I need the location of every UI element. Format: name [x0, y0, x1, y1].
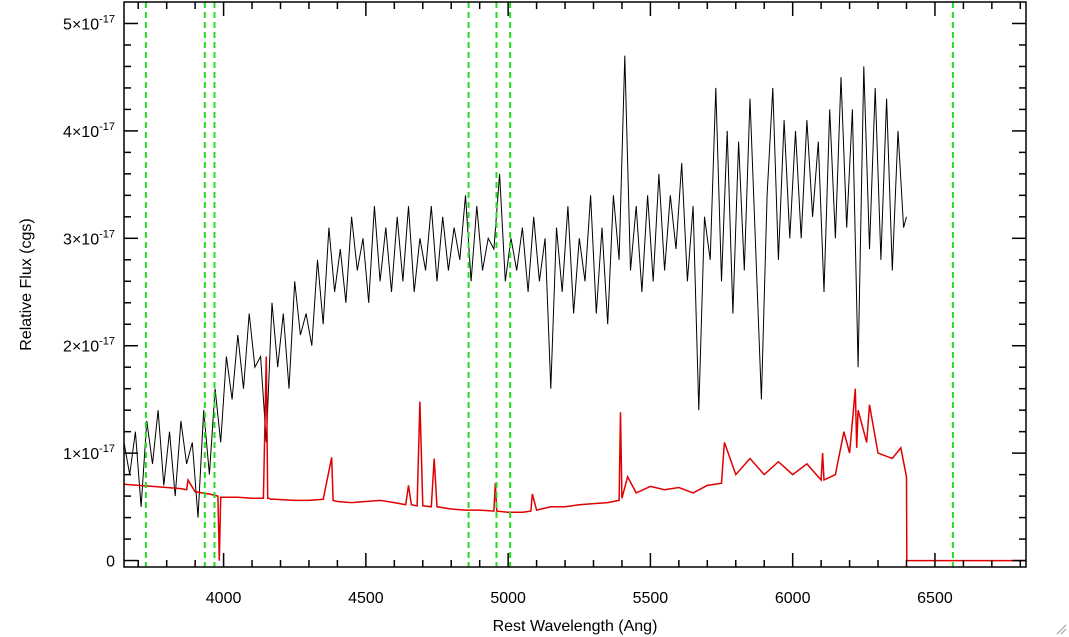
x-tick-label: 4500 — [348, 590, 384, 607]
series-line-1 — [123, 55, 907, 518]
spectrum-series — [123, 55, 1026, 562]
x-tick-label: 5500 — [633, 590, 669, 607]
y-tick-label: 3×10-17 — [63, 228, 115, 248]
x-tick-label: 4000 — [206, 590, 242, 607]
x-tick-labels: 4000 4500 5000 5500 6000 6500 — [206, 590, 953, 607]
plot-frame — [123, 1, 1027, 568]
y-tick-label: 4×10-17 — [63, 121, 115, 141]
series-line-2 — [123, 356, 1026, 562]
emission-line-markers — [144, 2, 954, 567]
x-axis-label: Rest Wavelength (Ang) — [493, 618, 658, 635]
y-tick-label: 2×10-17 — [63, 336, 115, 356]
y-tick-label: 5×10-17 — [63, 13, 115, 33]
x-tick-label: 6500 — [917, 590, 953, 607]
axis-ticks — [124, 2, 1026, 567]
x-tick-label: 5000 — [490, 590, 526, 607]
x-tick-label: 6000 — [775, 590, 811, 607]
y-axis-label: Relative Flux (cgs) — [18, 218, 35, 350]
y-tick-labels: 0 1×10-17 2×10-17 3×10-17 4×10-17 5×10-17 — [63, 13, 115, 570]
resize-grip-icon[interactable] — [1055, 623, 1067, 635]
y-tick-label: 0 — [106, 554, 115, 571]
y-tick-label: 1×10-17 — [63, 443, 115, 463]
